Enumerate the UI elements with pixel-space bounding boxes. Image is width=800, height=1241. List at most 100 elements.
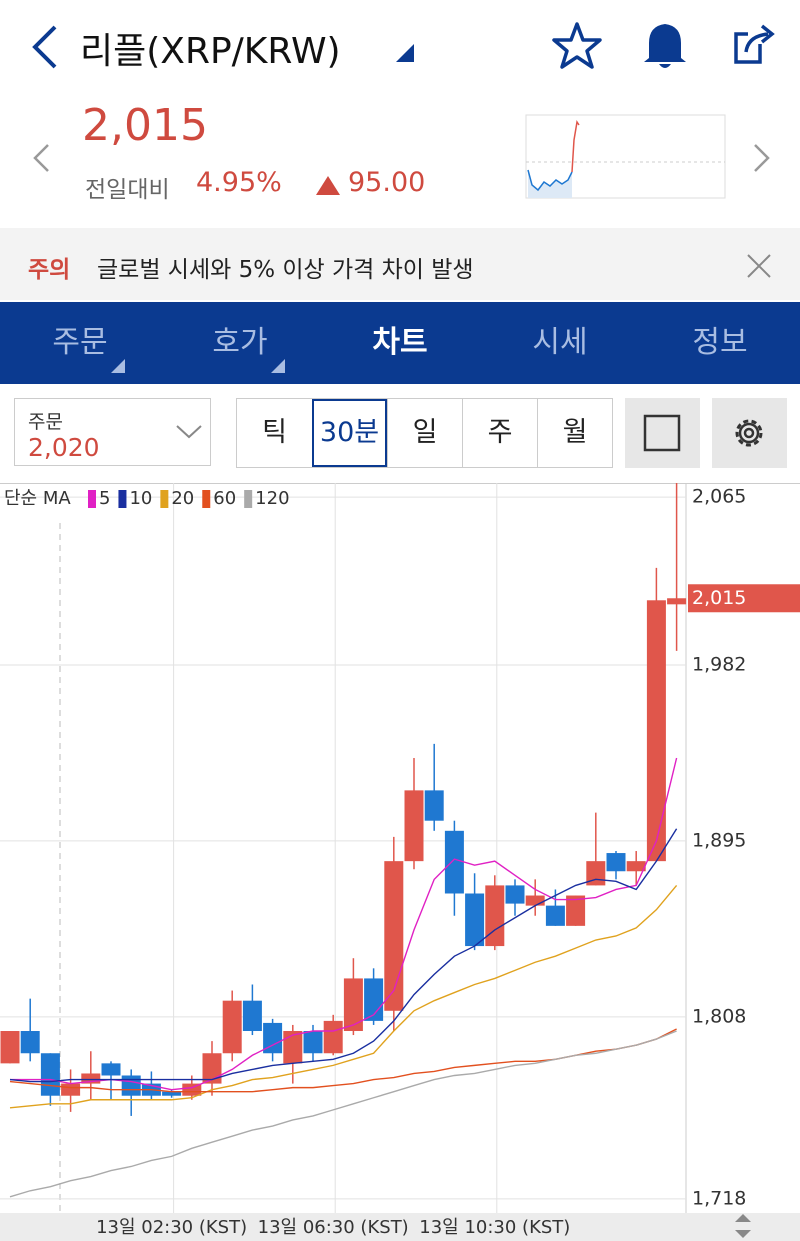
candle-body bbox=[525, 895, 545, 906]
ma-line bbox=[9, 884, 678, 1109]
candle-body bbox=[646, 600, 666, 862]
x-axis-strip bbox=[0, 1213, 800, 1241]
tab[interactable]: 시세 bbox=[532, 325, 588, 360]
period-button[interactable]: 틱 bbox=[262, 417, 287, 448]
period-group: 틱 30분 일 주 월 bbox=[236, 398, 613, 468]
ma-line bbox=[9, 1030, 677, 1198]
candle-body bbox=[222, 1000, 242, 1054]
y-tick-label: 1,895 bbox=[692, 829, 746, 851]
tab-bar: 주문 호가 차트 시세 정보 bbox=[0, 302, 800, 384]
square-icon bbox=[643, 414, 681, 452]
candle-body bbox=[263, 1022, 283, 1054]
candle-body bbox=[242, 1000, 262, 1032]
order-select[interactable]: 주문 2,020 bbox=[14, 398, 211, 466]
scroll-handle[interactable] bbox=[735, 1214, 751, 1238]
legend-swatch bbox=[202, 490, 211, 508]
current-price: 2,015 bbox=[82, 100, 208, 151]
share-button[interactable] bbox=[734, 24, 775, 64]
x-tick-label: 13일 06:30 (KST) bbox=[258, 1217, 409, 1238]
legend-title: 단순 MA bbox=[4, 488, 71, 509]
change-label: 전일대비 bbox=[85, 177, 170, 203]
back-button[interactable] bbox=[32, 25, 57, 69]
candle-body bbox=[40, 1053, 60, 1096]
candle-body bbox=[162, 1091, 182, 1096]
y-tick-label: 1,982 bbox=[692, 653, 746, 675]
candle-body bbox=[545, 905, 565, 926]
candle-body bbox=[303, 1031, 323, 1054]
tab[interactable]: 차트 bbox=[372, 325, 428, 360]
current-price-box bbox=[688, 584, 800, 613]
legend-label: 60 bbox=[213, 488, 236, 509]
price-decor bbox=[33, 114, 770, 199]
period-button[interactable]: 30분 bbox=[312, 399, 387, 467]
ma-line bbox=[10, 757, 678, 1091]
candle-body bbox=[505, 885, 525, 904]
up-triangle bbox=[316, 176, 340, 195]
candle-body bbox=[202, 1053, 222, 1084]
legend-swatch bbox=[244, 490, 253, 508]
candle-body bbox=[20, 1031, 40, 1054]
alarm-button[interactable] bbox=[644, 24, 686, 68]
candle-body bbox=[444, 830, 464, 894]
chart: 2,065 1,982 1,895 1,808 1,718 13일 02:30 (KST)… bbox=[0, 483, 800, 1241]
y-tick-label: 1,808 bbox=[692, 1005, 746, 1027]
x-tick-label: 13일 02:30 (KST) bbox=[96, 1217, 247, 1238]
candle-body bbox=[81, 1073, 101, 1084]
candle-body bbox=[424, 790, 444, 821]
tab[interactable]: 정보 bbox=[692, 325, 748, 360]
notice-tag: 주의 bbox=[28, 257, 71, 283]
title-dropdown[interactable] bbox=[396, 44, 414, 62]
legend-label: 5 bbox=[99, 488, 110, 509]
ma-line bbox=[9, 828, 678, 1083]
title: 리플(XRP/KRW) bbox=[80, 31, 341, 72]
current-price-label: 2,015 bbox=[692, 587, 746, 609]
candle-body bbox=[61, 1083, 81, 1096]
notice-text: 글로벌 시세와 5% 이상 가격 차이 발생 bbox=[97, 257, 474, 283]
order-value: 2,020 bbox=[28, 433, 100, 462]
candle-body bbox=[404, 790, 424, 862]
change-percent: 4.95% bbox=[196, 167, 282, 198]
drawing-button[interactable] bbox=[625, 398, 700, 468]
order-label: 주문 bbox=[28, 411, 63, 433]
legend-label: 120 bbox=[255, 488, 289, 509]
legend-swatch bbox=[88, 490, 96, 508]
settings-button[interactable] bbox=[712, 398, 787, 468]
next-button[interactable] bbox=[754, 144, 770, 172]
tab[interactable]: 주문 bbox=[52, 325, 108, 360]
candle-body bbox=[0, 1031, 20, 1064]
legend-label: 10 bbox=[129, 488, 152, 509]
prev-button[interactable] bbox=[33, 144, 49, 172]
legend-label: 20 bbox=[171, 488, 194, 509]
y-tick-label: 2,065 bbox=[692, 486, 746, 508]
candle-body bbox=[626, 861, 646, 872]
gear-icon bbox=[735, 419, 763, 447]
ma-line bbox=[9, 1028, 677, 1093]
mini-chart bbox=[525, 114, 726, 199]
candle-body bbox=[101, 1063, 121, 1076]
period-button[interactable]: 월 bbox=[537, 399, 612, 467]
legend-swatch bbox=[118, 490, 127, 508]
notice-close[interactable] bbox=[745, 252, 773, 280]
change-amount: 95.00 bbox=[348, 167, 426, 198]
legend-swatch bbox=[160, 490, 169, 508]
notice-bar: 주의 글로벌 시세와 5% 이상 가격 차이 발생 bbox=[0, 228, 800, 300]
favorite-button[interactable] bbox=[552, 22, 602, 69]
candle-body bbox=[121, 1075, 141, 1096]
period-button[interactable]: 주 bbox=[462, 399, 537, 467]
tab[interactable]: 호가 bbox=[212, 325, 268, 360]
candle-body bbox=[566, 895, 586, 926]
period-button[interactable]: 일 bbox=[387, 399, 462, 467]
header-icons bbox=[32, 22, 775, 69]
candle-body bbox=[667, 598, 687, 605]
x-tick-label: 13일 10:30 (KST) bbox=[419, 1217, 570, 1238]
chevron bbox=[176, 425, 202, 439]
candle-body bbox=[364, 978, 384, 1021]
candle-body bbox=[283, 1031, 303, 1064]
candle-body bbox=[384, 861, 404, 1011]
candle-body bbox=[343, 978, 363, 1032]
candle-body bbox=[485, 885, 505, 947]
y-tick-label: 1,718 bbox=[692, 1187, 746, 1209]
candle-body bbox=[323, 1020, 343, 1054]
candle-body bbox=[606, 853, 626, 872]
